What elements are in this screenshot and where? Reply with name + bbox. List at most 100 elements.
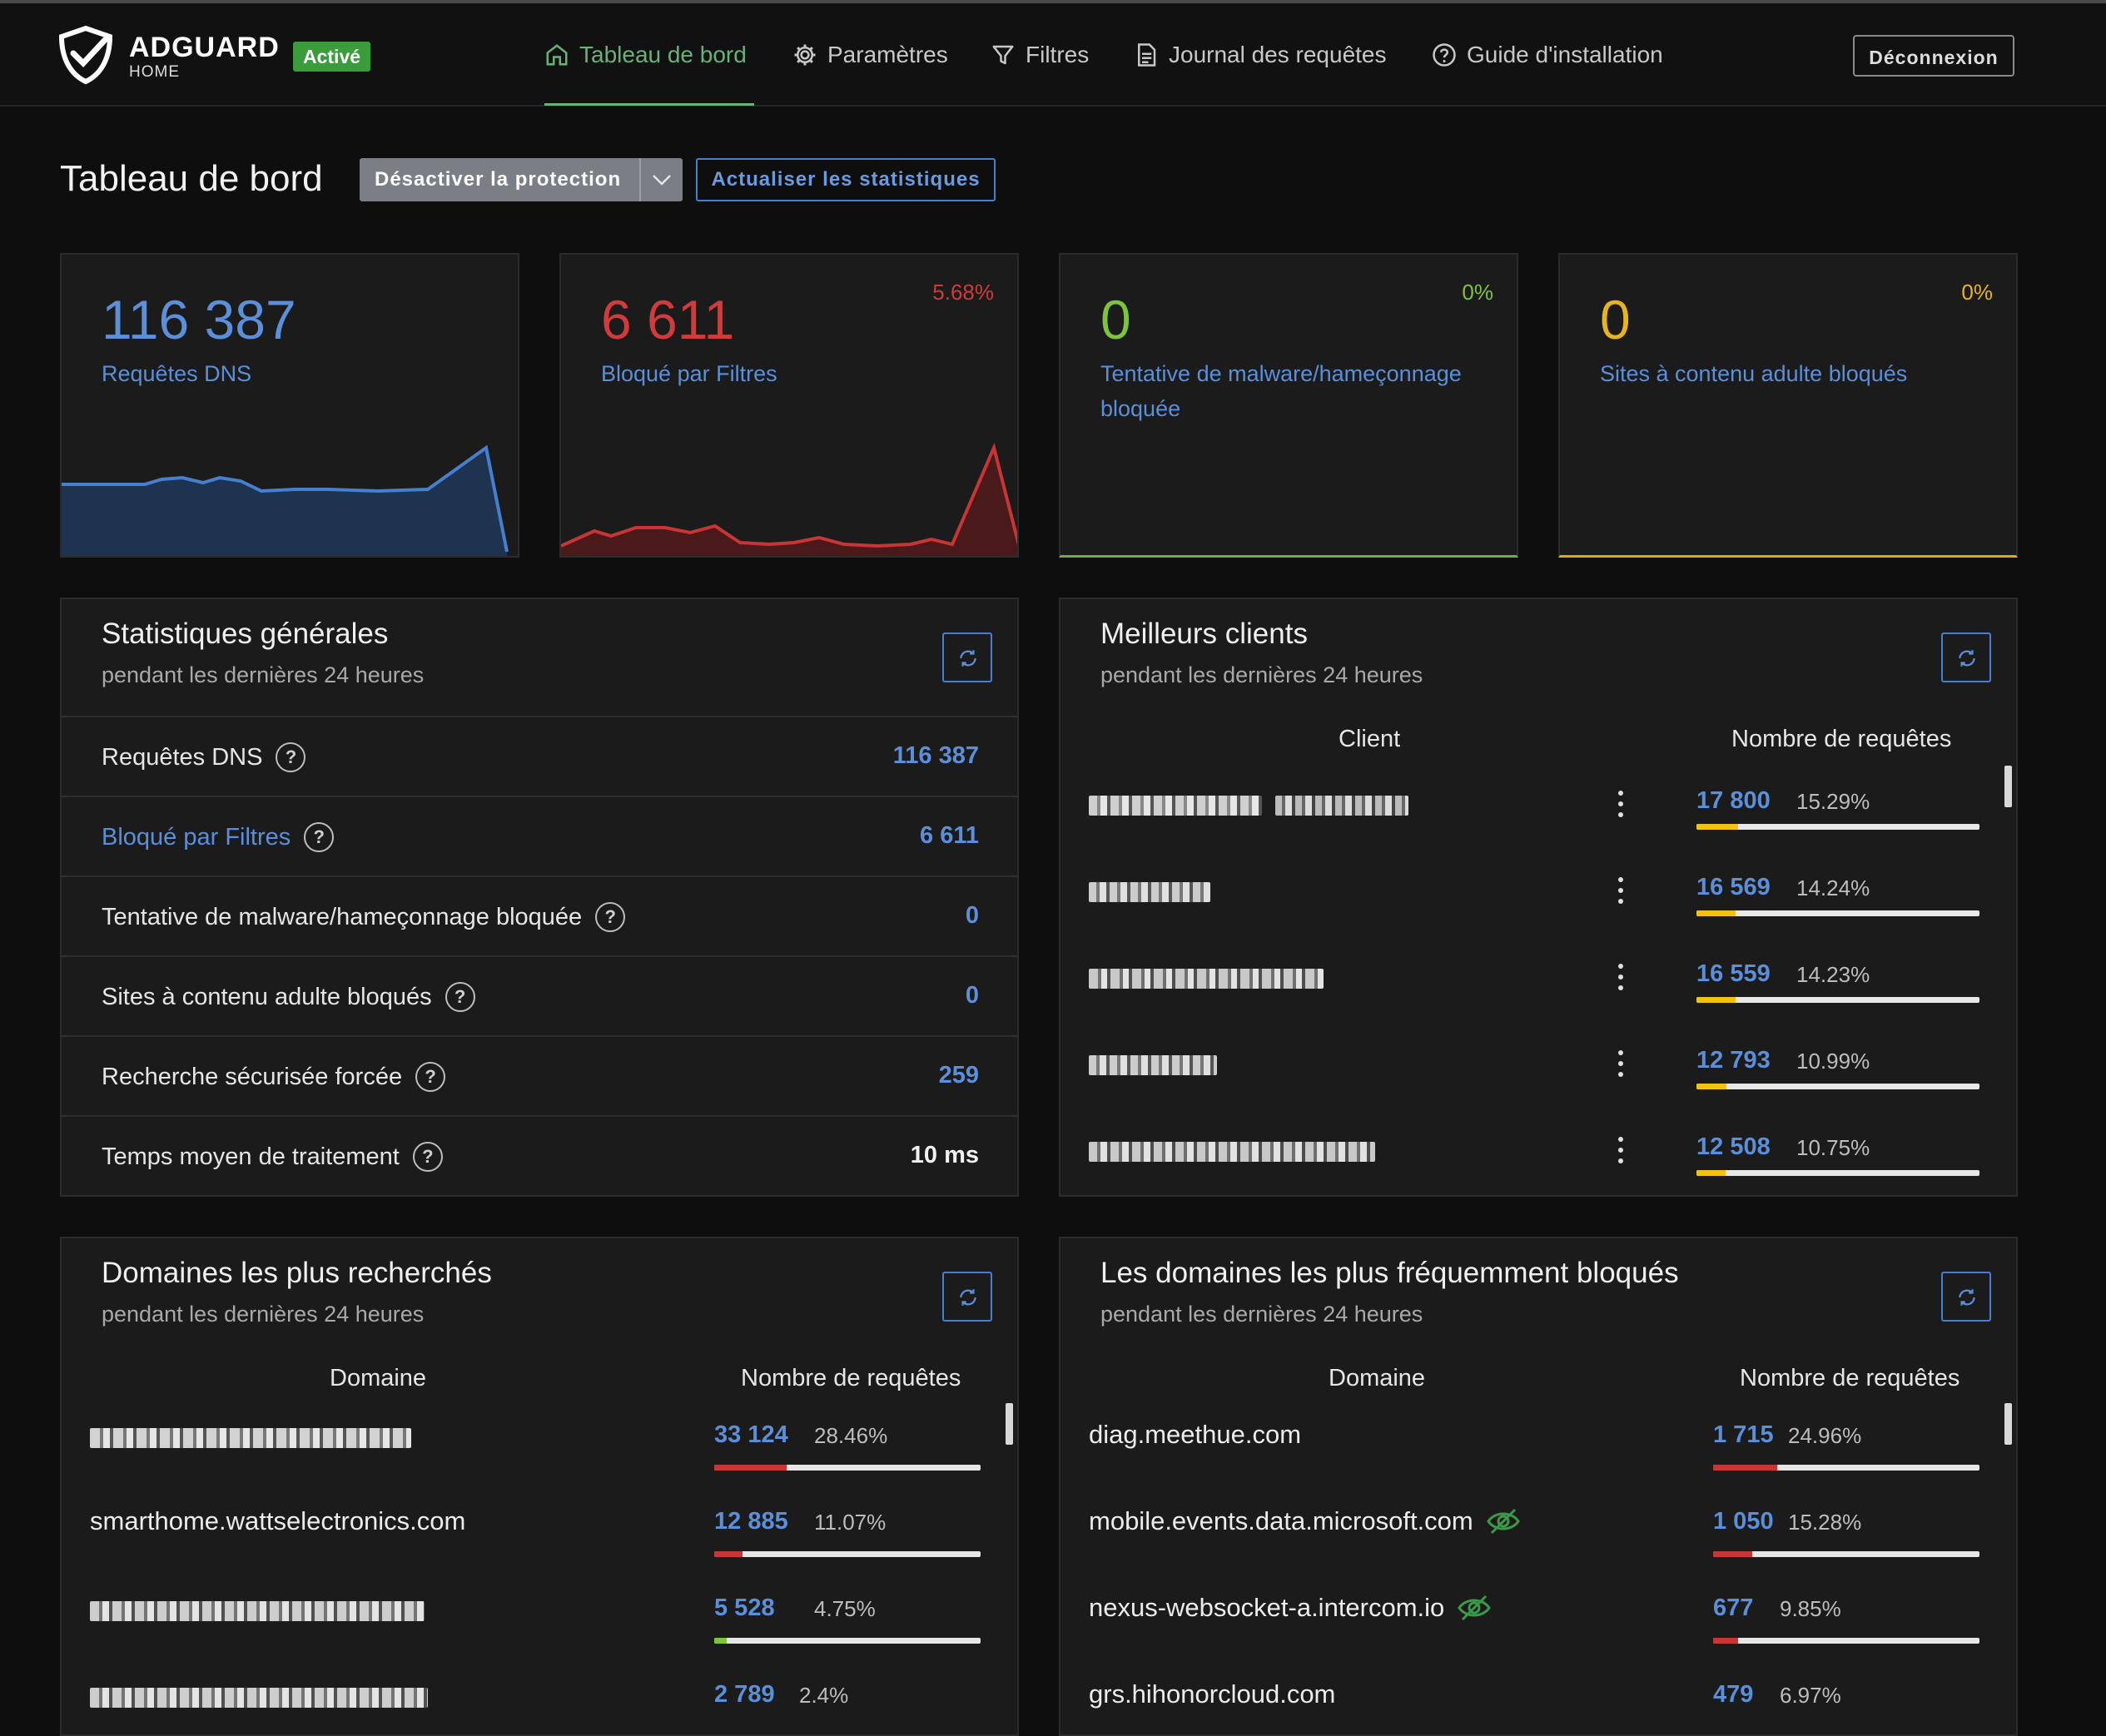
more-options-icon[interactable] — [1618, 1050, 1623, 1083]
refresh-button[interactable] — [942, 632, 992, 682]
panel-subtitle: pendant les dernières 24 heures — [1100, 1302, 1423, 1327]
client-percent: 10.99% — [1796, 1049, 1870, 1074]
column-header-domain[interactable]: Domaine — [330, 1365, 427, 1391]
nav-parametres[interactable]: Paramètres — [792, 37, 948, 73]
stat-label: Bloqué par Filtres — [601, 361, 777, 386]
chevron-down-icon[interactable] — [651, 170, 673, 190]
nav-tableau-de-bord[interactable]: Tableau de bord — [544, 37, 747, 73]
help-question-icon[interactable]: ? — [415, 1062, 446, 1092]
stat-row-adult: Sites à contenu adulte bloqués? 0 — [62, 955, 1017, 1037]
client-progress-bar — [1696, 997, 1979, 1003]
refresh-icon — [960, 650, 976, 667]
help-question-icon[interactable]: ? — [304, 822, 335, 852]
domain-progress-bar — [714, 1465, 981, 1471]
stat-percent: 0% — [1961, 280, 1993, 305]
document-icon — [1138, 43, 1156, 67]
help-question-icon[interactable]: ? — [595, 902, 626, 932]
domain-count: 2 789 — [714, 1681, 775, 1708]
top-blocked-domains-panel: Les domaines les plus fréquemment bloqué… — [1059, 1237, 2018, 1736]
client-percent: 15.29% — [1796, 789, 1870, 814]
stat-row-safesearch: Recherche sécurisée forcée? 259 — [62, 1035, 1017, 1117]
nav-label: Guide d'installation — [1467, 42, 1663, 67]
refresh-icon — [1959, 650, 1975, 667]
nav-guide-installation[interactable]: Guide d'installation — [1432, 37, 1663, 73]
panel-subtitle: pendant les dernières 24 heures — [102, 1302, 425, 1327]
row-value[interactable]: 6 611 — [920, 822, 979, 849]
stat-row-avg-time: Temps moyen de traitement? 10 ms — [62, 1115, 1017, 1195]
more-options-icon[interactable] — [1618, 877, 1623, 910]
logout-button[interactable]: Déconnexion — [1853, 35, 2014, 77]
refresh-icon — [1959, 1289, 1975, 1306]
domain-progress-bar — [1713, 1551, 1979, 1557]
help-question-icon[interactable]: ? — [276, 742, 306, 772]
nav-label: Journal des requêtes — [1169, 42, 1387, 67]
stat-label: Requêtes DNS — [102, 361, 252, 386]
refresh-statistics-button[interactable]: Actualiser les statistiques — [696, 158, 996, 201]
nav-journal-des-requetes[interactable]: Journal des requêtes — [1134, 37, 1387, 73]
help-question-icon[interactable]: ? — [412, 1142, 443, 1172]
domain-percent: 2.4% — [799, 1683, 849, 1708]
scrollbar-thumb[interactable] — [2004, 766, 2012, 807]
more-options-icon[interactable] — [1618, 791, 1623, 823]
domain-progress-bar — [1713, 1465, 1979, 1471]
stat-card-blocked-filters: 6 611 5.68% Bloqué par Filtres — [559, 253, 1019, 558]
disable-protection-button[interactable]: Désactiver la protection — [360, 158, 683, 201]
eye-slash-tracker-icon[interactable] — [1456, 1593, 1493, 1623]
domain-count: 677 — [1713, 1595, 1754, 1621]
panel-title: Meilleurs clients — [1100, 618, 1308, 650]
domain-text: grs.hihonorcloud.com — [1089, 1679, 1336, 1709]
dns-queries-sparkline — [62, 444, 509, 556]
client-progress-bar — [1696, 1084, 1979, 1089]
filter-icon — [992, 45, 1014, 65]
refresh-button[interactable] — [1941, 632, 1991, 682]
stat-value: 0 — [1600, 289, 1631, 350]
refresh-button[interactable] — [942, 1272, 992, 1322]
more-options-icon[interactable] — [1618, 1137, 1623, 1169]
client-count: 16 569 — [1696, 874, 1771, 900]
column-header-domain[interactable]: Domaine — [1329, 1365, 1426, 1391]
row-label: Recherche sécurisée forcée — [102, 1063, 403, 1090]
domain-progress-bar — [714, 1638, 981, 1644]
stat-percent: 5.68% — [932, 280, 994, 305]
scrollbar-thumb[interactable] — [1006, 1403, 1013, 1445]
row-value[interactable]: 0 — [965, 902, 979, 929]
domain-progress-bar — [714, 1551, 981, 1557]
nav-filtres[interactable]: Filtres — [991, 37, 1089, 73]
row-value[interactable]: 0 — [965, 982, 979, 1009]
eye-slash-tracker-icon[interactable] — [1485, 1506, 1522, 1536]
domain-percent: 4.75% — [814, 1596, 876, 1621]
client-count: 12 508 — [1696, 1133, 1771, 1160]
more-options-icon[interactable] — [1618, 964, 1623, 996]
column-header-requests[interactable]: Nombre de requêtes — [741, 1365, 961, 1391]
scrollbar-thumb[interactable] — [2004, 1403, 2012, 1445]
stat-value: 0 — [1100, 289, 1131, 350]
domain-text: nexus-websocket-a.intercom.io — [1089, 1593, 1445, 1622]
stat-label: Sites à contenu adulte bloqués — [1600, 361, 1908, 386]
home-icon — [546, 44, 568, 66]
client-percent: 10.75% — [1796, 1135, 1870, 1160]
column-header-client[interactable]: Client — [1339, 726, 1401, 752]
client-count: 16 559 — [1696, 960, 1771, 987]
refresh-button[interactable] — [1941, 1272, 1991, 1322]
help-question-icon[interactable]: ? — [445, 982, 475, 1012]
blurred-client-ip — [1089, 882, 1210, 902]
column-header-requests[interactable]: Nombre de requêtes — [1731, 726, 1952, 752]
stat-value: 116 387 — [102, 289, 296, 350]
refresh-icon — [960, 1289, 976, 1306]
domain-progress-bar — [1713, 1638, 1979, 1644]
row-value: 10 ms — [910, 1142, 979, 1168]
domain-name: grs.hihonorcloud.com — [1089, 1679, 1335, 1709]
stat-percent: 0% — [1462, 280, 1493, 305]
row-label[interactable]: Bloqué par Filtres — [102, 823, 291, 851]
domain-percent: 24.96% — [1788, 1423, 1862, 1448]
domain-count: 1 050 — [1713, 1508, 1774, 1535]
stat-card-dns-queries: 116 387 Requêtes DNS — [60, 253, 519, 558]
domain-count: 12 885 — [714, 1508, 788, 1535]
panel-title: Statistiques générales — [102, 618, 389, 650]
row-value[interactable]: 116 387 — [892, 742, 979, 769]
stat-row-dns-queries: Requêtes DNS? 116 387 — [62, 716, 1017, 797]
column-header-requests[interactable]: Nombre de requêtes — [1740, 1365, 1960, 1391]
row-value[interactable]: 259 — [938, 1062, 979, 1089]
client-percent: 14.24% — [1796, 875, 1870, 900]
domain-count: 479 — [1713, 1681, 1754, 1708]
